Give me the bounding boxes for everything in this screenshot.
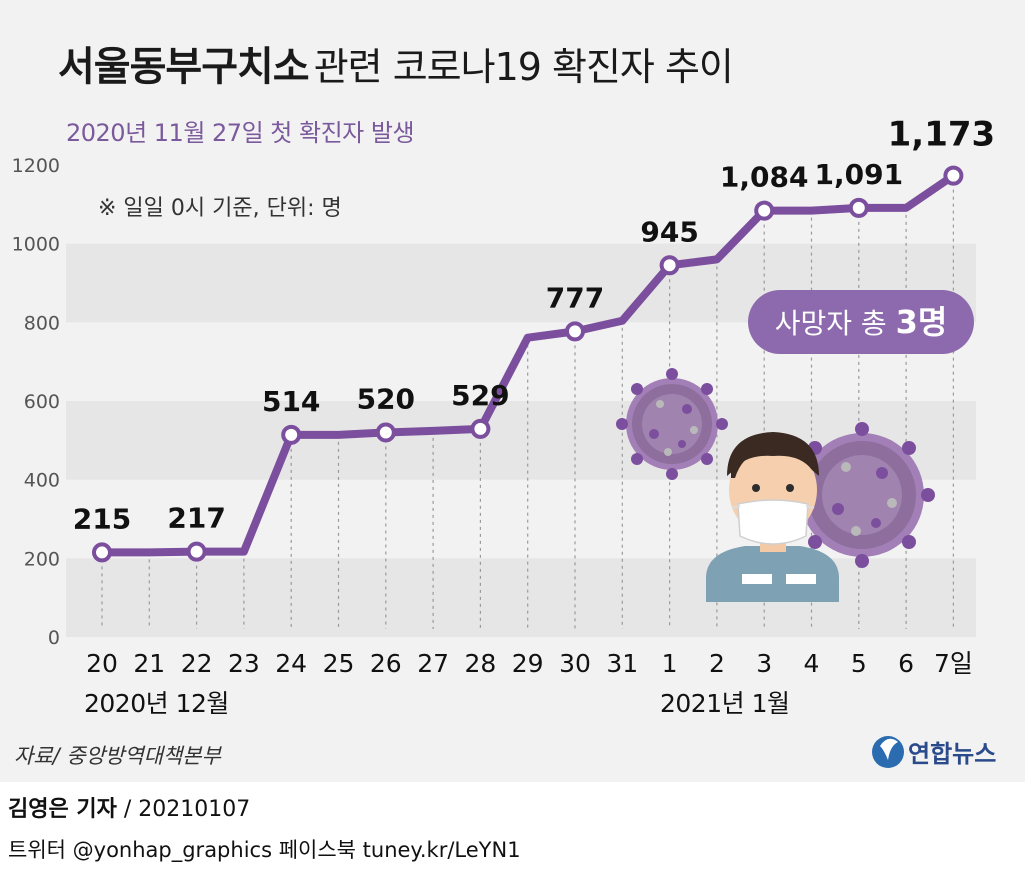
reporter-date: / 20210107 [123,797,251,822]
data-point [848,197,869,218]
month-label-jan: 2021년 1월 [660,689,790,718]
footer [0,782,1025,872]
x-tick-label: 25 [323,649,355,678]
data-point [281,424,302,445]
x-tick-label: 30 [559,649,591,678]
data-point [470,418,491,439]
chart-subtitle: 2020년 11월 27일 첫 확진자 발생 [66,119,415,147]
data-label: 1,091 [815,158,904,191]
data-label: 215 [73,502,131,535]
y-tick-label: 600 [24,391,60,413]
masked-person-icon [706,432,839,602]
x-tick-label: 5 [851,649,867,678]
social-handles: 트위터 @yonhap_graphics 페이스북 tuney.kr/LeYN1 [8,838,521,862]
x-tick-label: 4 [804,649,820,678]
data-point [565,321,585,342]
x-tick-label: 20 [86,649,118,678]
data-label: 1,173 [888,115,996,155]
data-label: 1,084 [720,161,809,194]
data-point [659,255,680,276]
x-tick-label: 28 [464,649,496,678]
yonhap-logo-icon [872,736,904,768]
reporter-name: 김영은 기자 [8,797,117,822]
x-tick-label: 27 [417,649,449,678]
x-tick-label: 3 [756,649,772,678]
x-tick-label: 24 [275,649,307,678]
data-point [92,542,112,563]
y-tick-label: 0 [48,627,60,649]
data-point [375,422,396,443]
badge-prefix: 사망자 총 [774,307,896,340]
y-tick-label: 800 [24,312,60,334]
y-tick-label: 400 [24,470,60,492]
x-tick-label: 22 [181,649,213,678]
month-label-dec: 2020년 12월 [84,689,229,718]
data-point [943,165,964,186]
title-rest-part: 관련 코로나19 확진자 추이 [313,45,734,89]
x-tick-label: 29 [512,649,544,678]
virus-and-masked-person-illustration [616,368,935,602]
virus-icon [616,368,728,480]
y-tick-label: 1200 [12,155,60,177]
y-tick-label: 200 [24,548,60,570]
data-label: 514 [262,385,320,418]
series-line [98,171,958,557]
unit-note: ※ 일일 0시 기준, 단위: 명 [98,196,342,221]
title-bold-part: 서울동부구치소 [58,44,310,90]
logo-text: 연합뉴스 [908,740,997,768]
data-label: 945 [640,215,698,248]
death-count-badge: 사망자 총 3명 [748,290,974,354]
x-tick-label: 1 [662,649,678,678]
data-label: 217 [167,502,225,535]
y-tick-label: 1000 [12,234,60,256]
x-tick-label: 23 [228,649,260,678]
x-tick-label: 21 [133,649,165,678]
data-label: 520 [357,382,415,415]
source-credit: 자료/ 중앙방역대책본부 [14,744,221,768]
data-label: 777 [546,281,604,314]
virus-icon [789,422,935,568]
x-tick-label: 2 [709,649,725,678]
page-title: 서울동부구치소 관련 코로나19 확진자 추이 [58,34,734,92]
data-point [186,541,207,562]
data-point [754,200,775,221]
x-tick-label: 31 [606,649,638,678]
badge-count: 3명 [895,303,948,341]
x-tick-label: 26 [370,649,402,678]
data-label: 529 [451,379,509,412]
x-tick-label: 6 [898,649,914,678]
x-tick-label: 7일 [934,649,973,678]
grid-band [66,558,976,637]
reporter-line: 김영은 기자 / 20210107 [8,791,250,823]
